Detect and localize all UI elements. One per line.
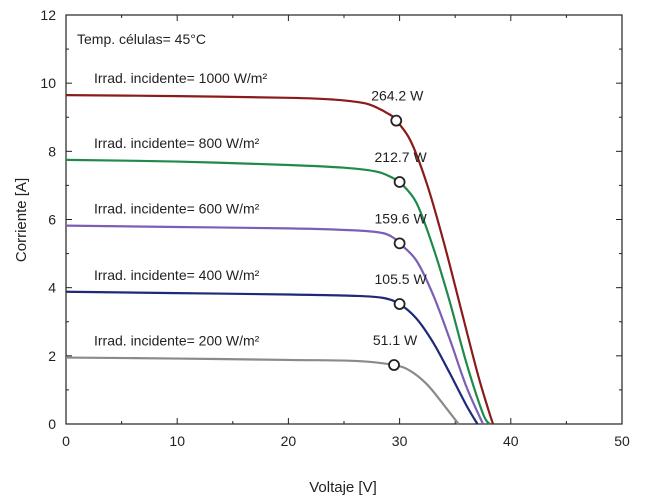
- y-tick-label: 4: [48, 280, 56, 296]
- series-line: [65, 224, 485, 425]
- x-tick-label: 20: [281, 433, 297, 449]
- series-name-label: Irrad. incidente= 400 W/m²: [94, 267, 260, 283]
- series-name-label: Irrad. incidente= 200 W/m²: [94, 333, 260, 349]
- power-label: 51.1 W: [373, 332, 418, 348]
- x-tick-label: 10: [169, 433, 185, 449]
- max-power-point: [393, 176, 406, 188]
- y-tick-label: 2: [48, 348, 56, 364]
- y-tick-label: 6: [48, 212, 56, 228]
- temperature-annotation: Temp. células= 45°C: [77, 31, 206, 47]
- x-tick-label: 30: [392, 433, 408, 449]
- max-power-point: [393, 298, 406, 310]
- series-line: [65, 356, 460, 425]
- x-tick-label: 40: [503, 433, 519, 449]
- y-tick-label: 0: [48, 416, 56, 432]
- y-tick-label: 10: [40, 75, 56, 91]
- series-name-label: Irrad. incidente= 1000 W/m²: [94, 70, 267, 86]
- x-tick-label: 0: [62, 433, 70, 449]
- series-layer: [65, 93, 495, 425]
- max-power-point: [390, 114, 403, 127]
- power-label: 264.2 W: [371, 88, 424, 104]
- labels-layer: Irrad. incidente= 1000 W/m² 264.2 W Irrad.…: [94, 70, 427, 348]
- power-label: 105.5 W: [375, 271, 428, 287]
- y-tick-label: 8: [48, 143, 56, 159]
- power-label: 212.7 W: [375, 149, 428, 165]
- y-tick-label: 12: [40, 7, 56, 23]
- axis-ticks: 0 10 20 30 40 50 0 2 4 6 8 10 12: [40, 7, 630, 449]
- y-axis-title: Corriente [A]: [13, 178, 30, 262]
- power-label: 159.6 W: [375, 210, 428, 226]
- x-axis-title: Voltaje [V]: [309, 479, 377, 496]
- max-power-point: [388, 359, 400, 371]
- series-name-label: Irrad. incidente= 600 W/m²: [94, 201, 260, 217]
- series-name-label: Irrad. incidente= 800 W/m²: [94, 135, 260, 151]
- max-power-point: [393, 237, 406, 250]
- x-tick-label: 50: [614, 433, 630, 449]
